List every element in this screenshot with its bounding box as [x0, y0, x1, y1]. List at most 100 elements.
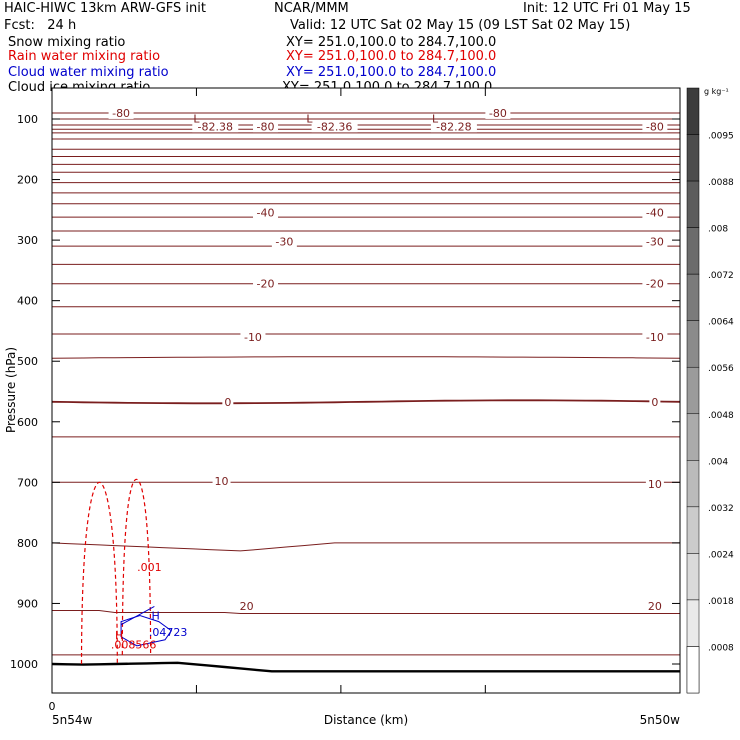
field-name-rain: Rain water mixing ratio: [8, 49, 161, 64]
field-xy-snow: XY= 251.0,100.0 to 284.7,100.0: [286, 35, 497, 50]
y-tick-label: 300: [17, 234, 38, 247]
cloud-water-contours: [120, 606, 173, 647]
low-marker: L: [193, 112, 200, 125]
rain-max-marker: H: [115, 629, 123, 642]
isotherm-label: -80: [112, 107, 130, 120]
colorbar-swatch: [686, 320, 700, 368]
label-mask: [240, 331, 266, 343]
isotherm-label: -10: [244, 331, 262, 344]
rain-max-value: .008566: [111, 639, 157, 652]
cloud-water-contour: [120, 615, 173, 647]
org-label: NCAR/MMM: [274, 1, 349, 16]
label-mask: [237, 599, 256, 612]
isotherm-label: 0: [651, 396, 658, 409]
isotherm-label: -82.38: [198, 120, 233, 133]
y-tick-label: 600: [17, 416, 38, 429]
x-start-label: 0: [49, 700, 56, 713]
colorbar-swatch: [686, 87, 700, 135]
label-mask: [192, 120, 239, 133]
colorbar-swatch: [686, 180, 700, 228]
low-marker: L: [432, 112, 439, 125]
forecast-hour: Fcst: 24 h: [4, 18, 77, 33]
colorbar: .0095 .0088 .008 .0072 .0064 .0056 .0048 .004 .0…: [686, 87, 734, 694]
terrain-line: [51, 661, 680, 673]
isotherm-label: -80: [257, 120, 275, 133]
isotherm-line: [52, 610, 680, 614]
isotherm-label: -10: [646, 331, 664, 344]
isotherm-label: 20: [648, 600, 662, 613]
label-mask: [642, 331, 668, 343]
colorbar-label: .0095: [708, 132, 734, 142]
isotherm-label: -30: [646, 235, 664, 248]
label-mask: [311, 120, 358, 133]
colorbar-label: .0032: [708, 504, 734, 514]
label-mask: [485, 106, 511, 119]
label-mask: [222, 395, 234, 408]
colorbar-swatch: [686, 273, 700, 321]
cloud-max-value: .04723: [149, 626, 188, 639]
contour-labels: -80 -80 -80 -80 -82.38 -82.36 -82.28 -40 -40 -30 -…: [108, 106, 668, 652]
isotherm-line: [51, 542, 680, 552]
label-mask: [212, 475, 231, 488]
label-mask: [271, 235, 297, 248]
plot-background: [52, 88, 680, 693]
init-time: Init: 12 UTC Fri 01 May 15: [523, 1, 691, 16]
label-mask: [645, 478, 664, 491]
isotherm-label: -20: [646, 278, 664, 291]
rain-contours: [80, 478, 152, 665]
colorbar-swatch: [686, 460, 700, 508]
label-mask: [253, 277, 279, 290]
colorbar-swatch: [686, 506, 700, 554]
colorbar-label: .0048: [708, 411, 734, 421]
isotherm-label: 20: [240, 600, 254, 613]
isotherm-label: -30: [275, 235, 293, 248]
rain-contour-label: .001: [137, 561, 162, 574]
isotherm-label: -82.28: [436, 120, 471, 133]
isotherm-label: 0: [224, 396, 231, 409]
colorbar-swatch: [686, 366, 700, 415]
label-mask: [642, 235, 668, 248]
colorbar-label: .0072: [708, 271, 734, 281]
colorbar-swatch: [686, 599, 700, 647]
label-mask: [642, 120, 668, 133]
field-xy-rain: XY= 251.0,100.0 to 284.7,100.0: [286, 49, 497, 64]
colorbar-label: .0008: [708, 643, 734, 653]
isotherm-label: -20: [257, 278, 275, 291]
isotherm-label: -80: [646, 120, 664, 133]
colorbar-label: .0024: [708, 550, 734, 560]
colorbar-unit: g kg⁻¹: [704, 87, 729, 96]
colorbar-label: .008: [708, 225, 728, 235]
isotherm-label: 10: [215, 475, 229, 488]
x-axis-label: Distance (km): [324, 713, 408, 727]
label-mask: [253, 206, 279, 219]
y-tick-label: 700: [17, 476, 38, 489]
y-axis-label: Pressure (hPa): [4, 347, 18, 433]
colorbar-label: .0064: [708, 318, 734, 328]
colorbar-label: .004: [708, 457, 728, 467]
y-tick-label: 400: [17, 295, 38, 308]
colorbar-swatch: [686, 553, 700, 601]
x-right-label: 5n50w: [640, 713, 681, 727]
plot-frame: [51, 87, 681, 694]
colorbar-swatch: [686, 134, 700, 182]
label-mask: [253, 120, 279, 133]
y-tick-label: 100: [17, 113, 38, 126]
temperature-contours: [51, 112, 681, 673]
cloud-water-leader: [120, 606, 155, 626]
y-tick-label: 500: [17, 355, 38, 368]
isotherm-label: -82.36: [317, 120, 352, 133]
valid-time: Valid: 12 UTC Sat 02 May 15 (09 LST Sat …: [290, 18, 631, 33]
isotherm-line: [51, 399, 681, 405]
model-title: HAIC-HIWC 13km ARW-GFS init: [4, 1, 206, 16]
y-tick-label: 1000: [10, 658, 38, 671]
colorbar-label: .0056: [708, 364, 734, 374]
colorbar-swatch: [686, 646, 700, 694]
label-mask: [642, 206, 668, 219]
plot-area: [52, 88, 680, 693]
colorbar-swatch: [686, 413, 700, 461]
isotherm-label: 10: [648, 478, 662, 491]
x-left-label: 5n54w: [52, 713, 93, 727]
y-tick-label: 800: [17, 537, 38, 550]
field-name-cloud-water: Cloud water mixing ratio: [8, 65, 169, 80]
